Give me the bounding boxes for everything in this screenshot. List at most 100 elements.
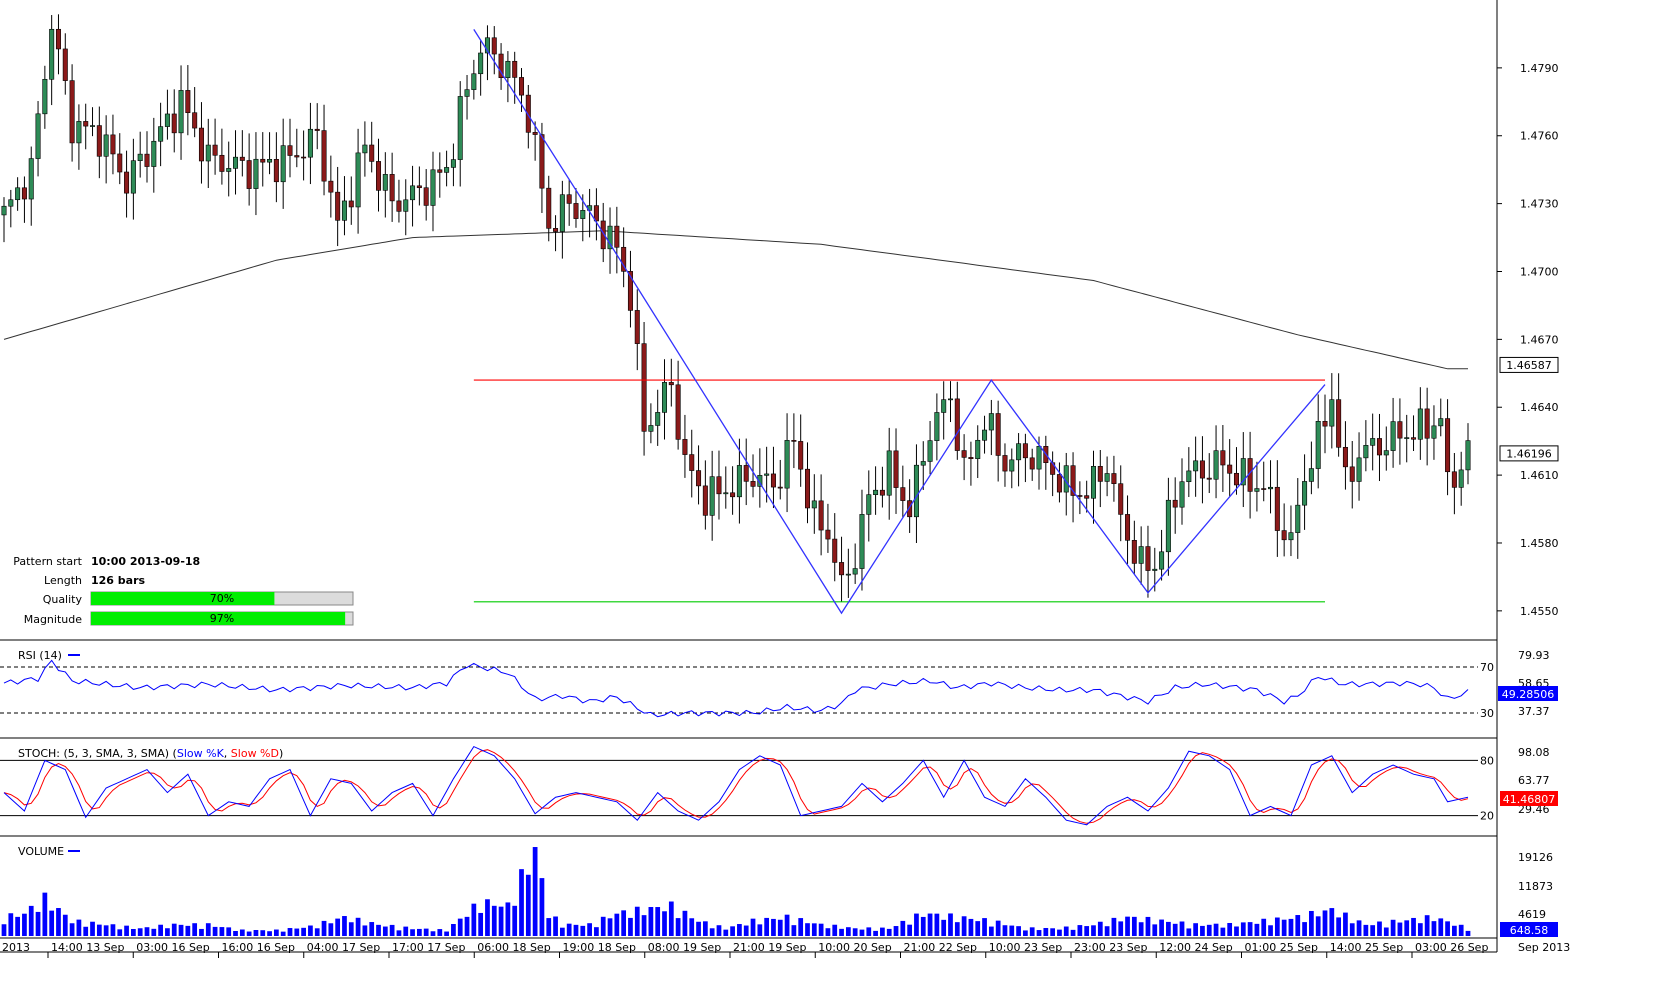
volume-bar bbox=[1063, 926, 1069, 936]
volume-tick: 4619 bbox=[1518, 908, 1546, 921]
volume-bar bbox=[335, 918, 341, 936]
bear-candle-body bbox=[519, 77, 525, 96]
candle bbox=[498, 43, 504, 90]
volume-bar bbox=[124, 925, 129, 936]
bear-candle-body bbox=[798, 441, 804, 470]
bull-candle-body bbox=[1159, 551, 1165, 570]
volume-bar bbox=[1431, 921, 1437, 936]
candle bbox=[1274, 460, 1280, 557]
bear-candle-body bbox=[968, 457, 974, 459]
volume-bar bbox=[226, 927, 232, 936]
candle bbox=[859, 489, 865, 591]
candle bbox=[968, 441, 974, 486]
candle bbox=[55, 14, 61, 75]
volume-bar bbox=[1452, 925, 1457, 936]
volume-bar bbox=[389, 924, 395, 936]
candle bbox=[212, 118, 218, 175]
volume-bar bbox=[1091, 925, 1096, 936]
bull-candle-body bbox=[457, 96, 463, 160]
volume-bar bbox=[178, 924, 184, 936]
volume-bar bbox=[1377, 921, 1382, 936]
volume-bar bbox=[696, 921, 701, 936]
volume-bar bbox=[90, 921, 95, 936]
bull-candle-body bbox=[1465, 440, 1471, 471]
candle bbox=[525, 84, 531, 149]
candle bbox=[913, 444, 919, 543]
candle bbox=[668, 358, 674, 407]
volume-bar bbox=[907, 924, 913, 936]
candle bbox=[1370, 413, 1376, 471]
bull-candle-body bbox=[1090, 466, 1096, 499]
volume-bar bbox=[1009, 925, 1015, 936]
volume-bar bbox=[437, 929, 443, 936]
price-tick-label: 1.4550 bbox=[1520, 605, 1559, 618]
bear-candle-body bbox=[539, 134, 545, 189]
candle bbox=[750, 454, 756, 498]
candle bbox=[1172, 477, 1178, 534]
volume-bar bbox=[655, 907, 661, 936]
volume-bar bbox=[668, 901, 674, 936]
bear-candle-body bbox=[1281, 530, 1287, 541]
volume-bar bbox=[239, 929, 245, 936]
candle bbox=[301, 130, 307, 181]
bull-candle-body bbox=[1431, 425, 1437, 439]
candles bbox=[1, 14, 1471, 602]
bear-candle-body bbox=[1233, 472, 1239, 486]
stoch-title: STOCH: (5, 3, SMA, 3, SMA) (Slow %K, Slo… bbox=[18, 747, 283, 760]
volume-bar bbox=[941, 919, 947, 936]
bear-candle-body bbox=[335, 191, 341, 221]
bull-candle-body bbox=[845, 573, 851, 576]
volume-bar bbox=[185, 925, 191, 936]
candle bbox=[62, 33, 68, 95]
bear-candle-body bbox=[498, 53, 504, 79]
bull-candle-body bbox=[484, 37, 490, 54]
volume-panel: VOLUME 19126 11873 4619 648.58 bbox=[0, 845, 1558, 939]
volume-bar bbox=[430, 931, 436, 936]
bear-candle-body bbox=[512, 60, 518, 78]
volume-bar bbox=[1179, 921, 1185, 936]
volume-bar bbox=[1254, 923, 1260, 936]
bear-candle-body bbox=[389, 174, 395, 202]
candle bbox=[328, 155, 334, 218]
bear-candle-body bbox=[1199, 460, 1205, 479]
candle bbox=[410, 165, 416, 227]
volume-bar bbox=[301, 927, 306, 936]
volume-bar bbox=[927, 913, 933, 936]
volume-bar bbox=[1152, 924, 1158, 936]
volume-bar bbox=[1193, 923, 1199, 936]
volume-bar bbox=[737, 924, 742, 936]
candle bbox=[975, 425, 981, 479]
time-tick-label: Sep 2013 bbox=[1518, 941, 1570, 954]
candle bbox=[512, 51, 518, 104]
bear-candle-body bbox=[1145, 546, 1151, 571]
candle bbox=[607, 207, 613, 274]
stoch-legend-close: ) bbox=[279, 747, 283, 760]
stoch-level-20-label: 20 bbox=[1480, 810, 1494, 823]
bear-candle-body bbox=[376, 161, 382, 191]
candle bbox=[553, 215, 559, 252]
volume-bar bbox=[212, 926, 218, 936]
bull-candle-body bbox=[1104, 473, 1110, 482]
bear-candle-body bbox=[546, 187, 552, 229]
volume-bar bbox=[1329, 908, 1335, 936]
volume-bar bbox=[702, 921, 708, 936]
bear-candle-body bbox=[273, 159, 279, 183]
volume-bar bbox=[1097, 921, 1103, 936]
magnitude-bar-fill bbox=[91, 612, 346, 625]
time-tick-label: 04:00 17 Sep bbox=[307, 941, 380, 954]
candle bbox=[505, 51, 511, 103]
volume-bars bbox=[1, 847, 1471, 936]
bear-candle-body bbox=[716, 476, 722, 495]
bull-candle-body bbox=[736, 465, 742, 498]
ma-line bbox=[3, 230, 1468, 370]
bull-candle-body bbox=[661, 382, 668, 413]
time-axis: 2013 14:00 13 Sep 03:00 16 Sep 16:00 16 Sep… bbox=[0, 941, 1570, 958]
candle bbox=[770, 446, 776, 509]
candle bbox=[335, 166, 341, 247]
rsi-level-70-label: 70 bbox=[1480, 661, 1494, 674]
candle bbox=[1077, 481, 1083, 515]
volume-bar bbox=[96, 924, 102, 936]
candle bbox=[1431, 405, 1437, 460]
candle bbox=[661, 359, 668, 440]
candle bbox=[961, 434, 967, 481]
